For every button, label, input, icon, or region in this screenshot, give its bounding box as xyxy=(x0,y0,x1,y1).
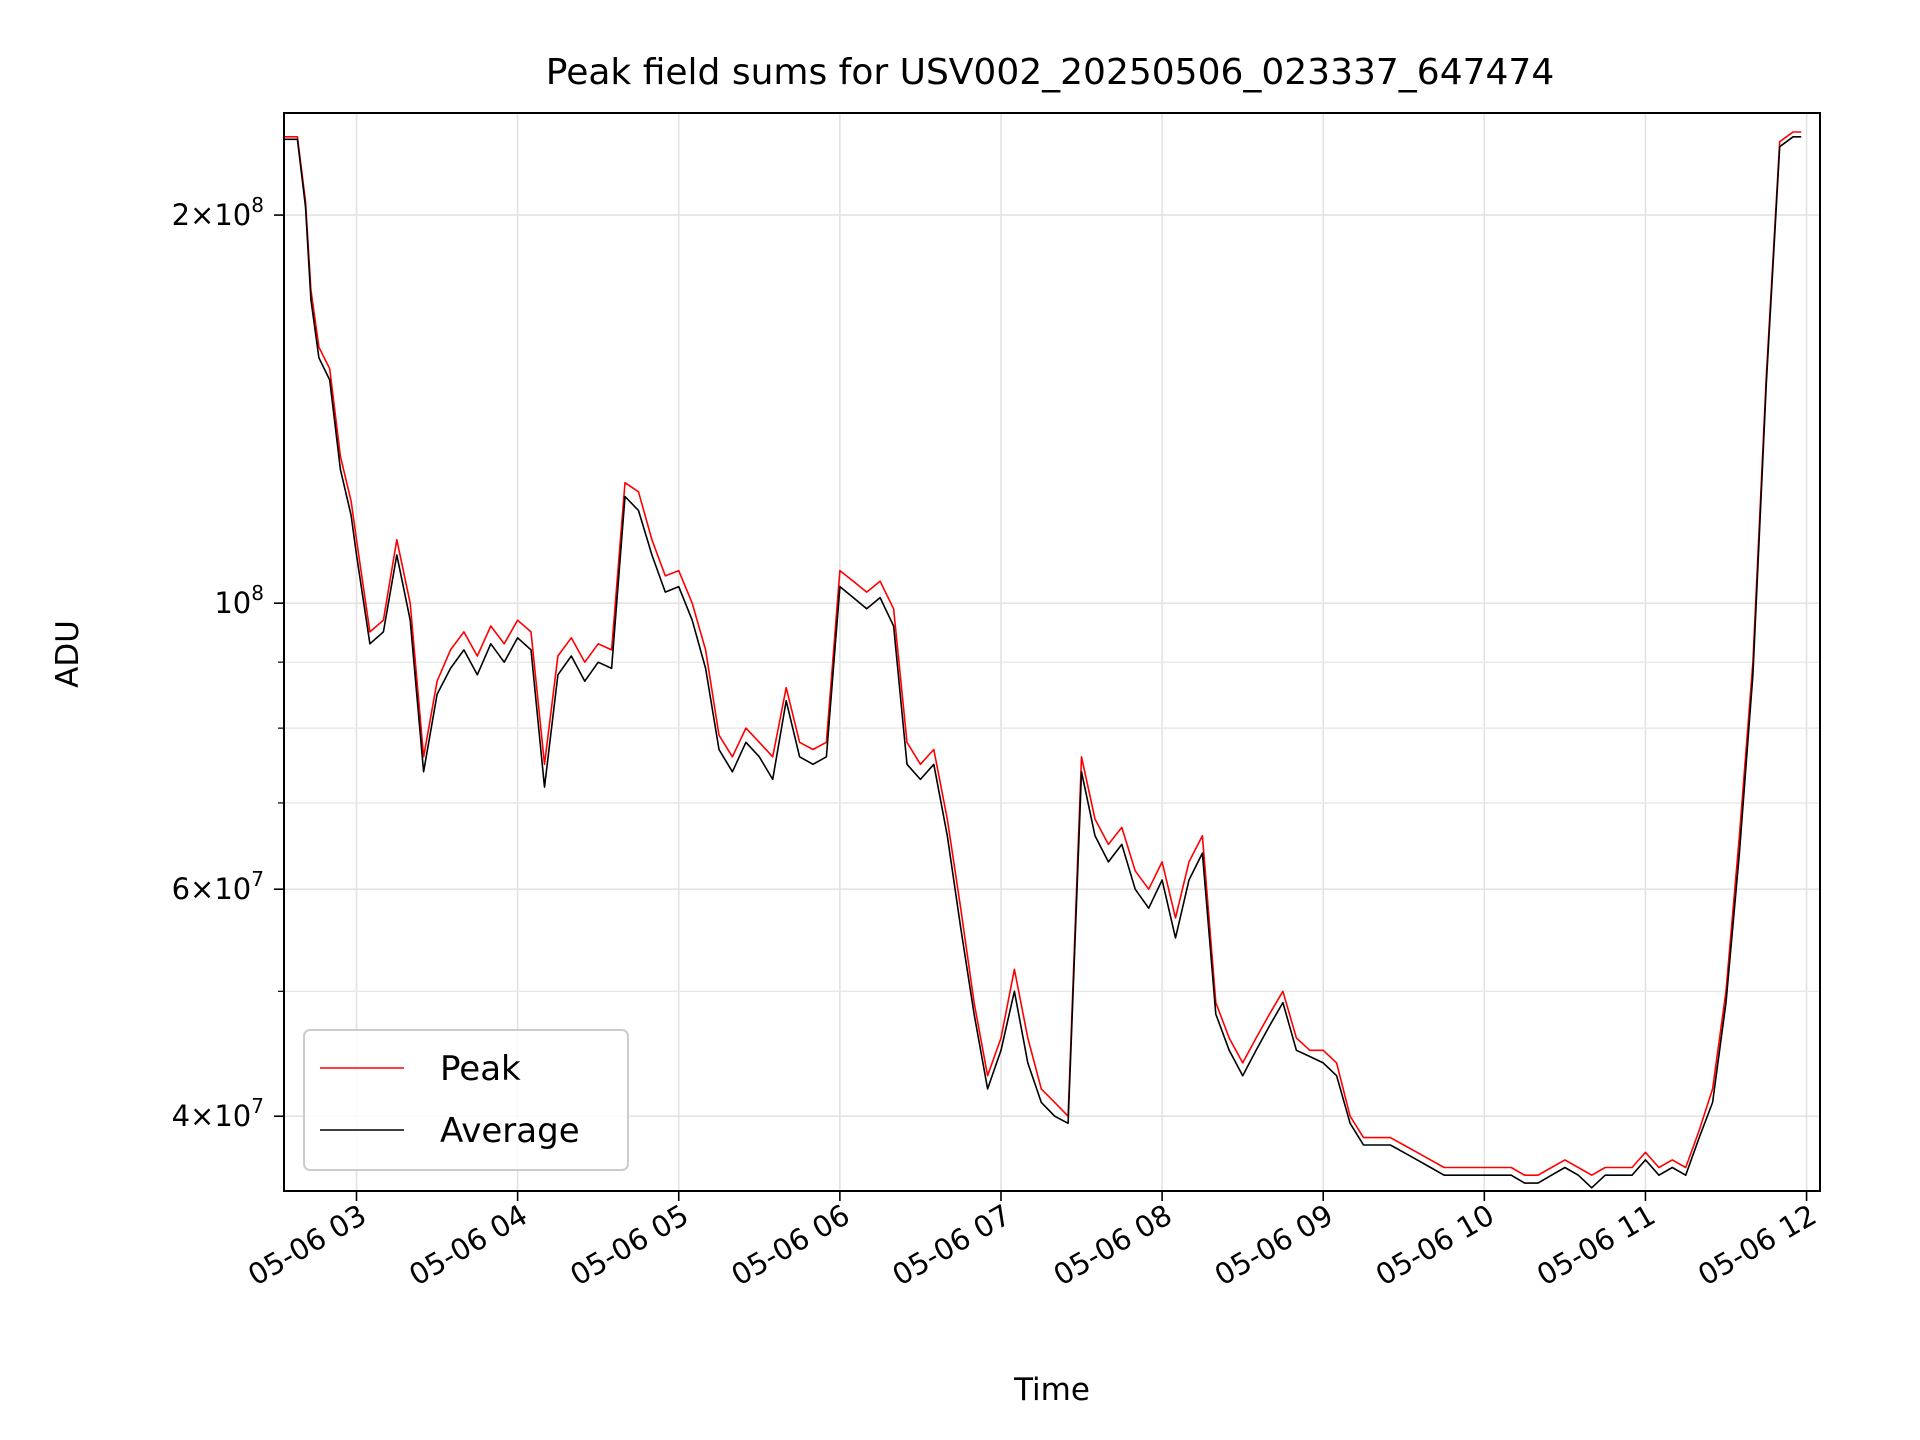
x-axis-label: Time xyxy=(1013,1372,1090,1408)
grid-lines xyxy=(284,113,1820,1191)
y-tick-label: 6×107 xyxy=(172,867,264,906)
series-lines xyxy=(284,131,1802,1189)
legend-label-average: Average xyxy=(440,1111,580,1151)
y-axis-label: ADU xyxy=(50,620,86,688)
y-tick-label: 2×108 xyxy=(172,193,264,232)
y-tick-label: 4×107 xyxy=(172,1094,264,1133)
legend-box xyxy=(303,1029,629,1171)
plot-area-frame xyxy=(283,112,1821,1192)
series-line-average xyxy=(284,136,1802,1189)
legend-label-peak: Peak xyxy=(440,1049,521,1089)
legend: Peak Average xyxy=(303,1029,629,1171)
y-tick-label: 108 xyxy=(214,581,264,620)
y-axis: 4×107 6×107 108 2×108 xyxy=(172,193,284,1133)
series-line-peak xyxy=(284,131,1802,1176)
chart-title: Peak field sums for USV002_20250506_0233… xyxy=(546,52,1554,93)
